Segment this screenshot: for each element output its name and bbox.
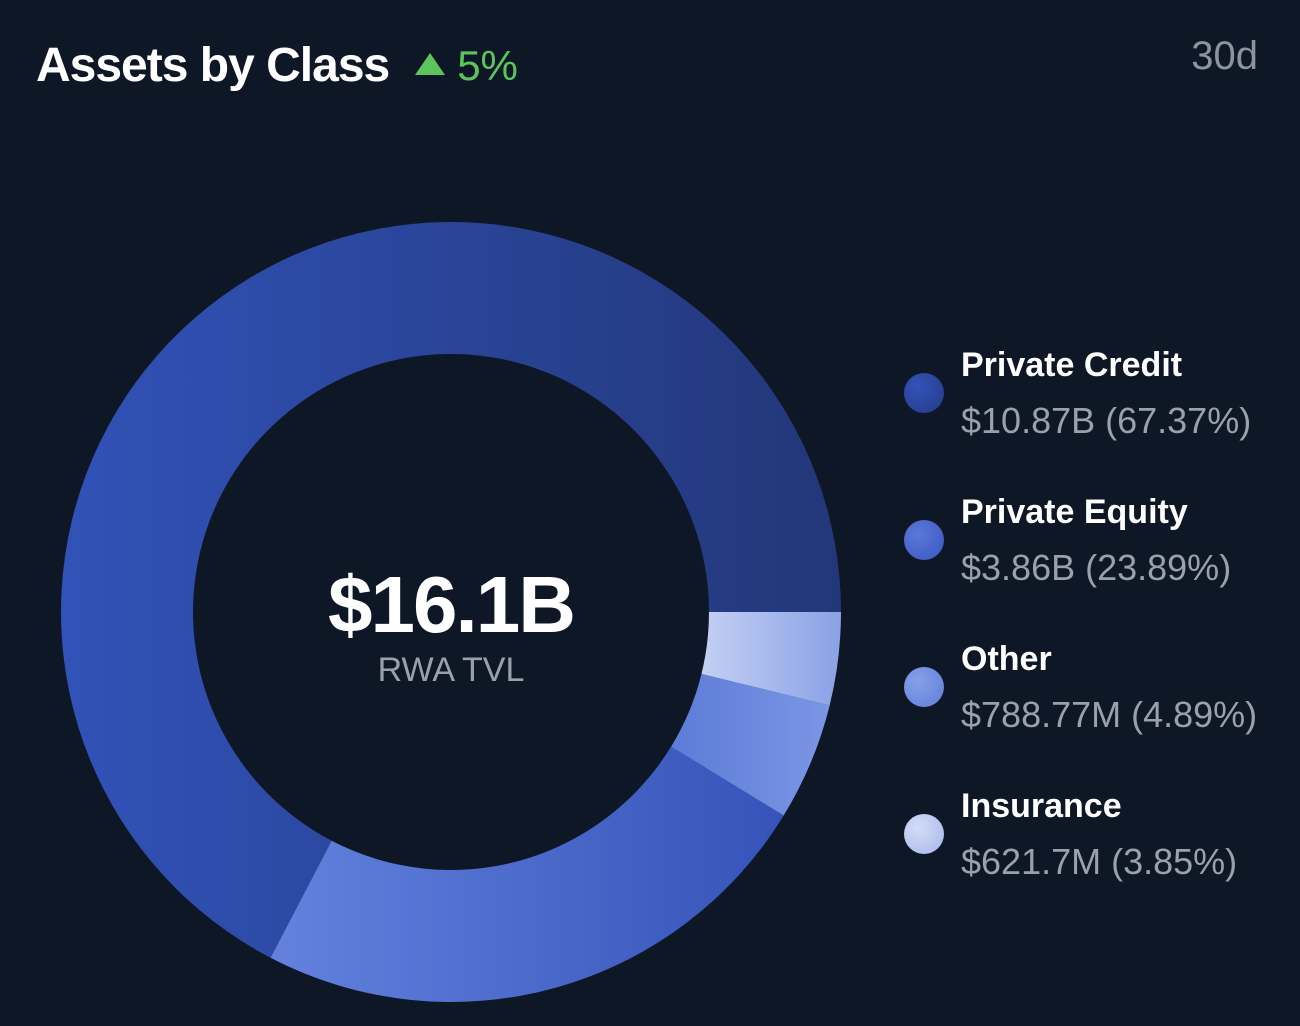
slice-private-credit[interactable] (60, 222, 841, 958)
legend-value: $10.87B (67.37%) (961, 400, 1252, 441)
period-selector[interactable]: 30d (1191, 34, 1258, 78)
slice-other[interactable] (671, 673, 830, 816)
legend-dot-private-equity (904, 520, 944, 560)
change-value: 5% (457, 42, 518, 89)
card-header: Assets by Class 5% (36, 36, 518, 96)
legend-dot-private-credit (904, 373, 944, 413)
legend-item-private-credit[interactable]: Private Credit $10.87B (67.37%) (904, 343, 1257, 490)
total-value: $16.1B (328, 560, 576, 649)
legend-item-private-equity[interactable]: Private Equity $3.86B (23.89%) (904, 490, 1257, 637)
legend-label: Insurance (961, 787, 1122, 825)
triangle-up-icon (415, 53, 446, 75)
legend-value: $788.77M (4.89%) (961, 694, 1258, 735)
legend-label: Private Equity (961, 493, 1188, 531)
card-title: Assets by Class (36, 39, 390, 92)
total-label: RWA TVL (377, 651, 525, 689)
legend-dot-insurance (904, 814, 944, 854)
chart-legend: Private Credit $10.87B (67.37%) Private … (904, 343, 1257, 931)
slice-insurance[interactable] (701, 612, 841, 706)
change-indicator: 5% (415, 36, 518, 96)
legend-item-insurance[interactable]: Insurance $621.7M (3.85%) (904, 784, 1257, 931)
legend-value: $621.7M (3.85%) (961, 841, 1238, 882)
legend-label: Private Credit (961, 346, 1183, 384)
legend-item-other[interactable]: Other $788.77M (4.89%) (904, 637, 1257, 784)
slice-private-equity[interactable] (270, 746, 784, 1003)
legend-label: Other (961, 640, 1052, 678)
legend-value: $3.86B (23.89%) (961, 547, 1232, 588)
legend-dot-other (904, 667, 944, 707)
